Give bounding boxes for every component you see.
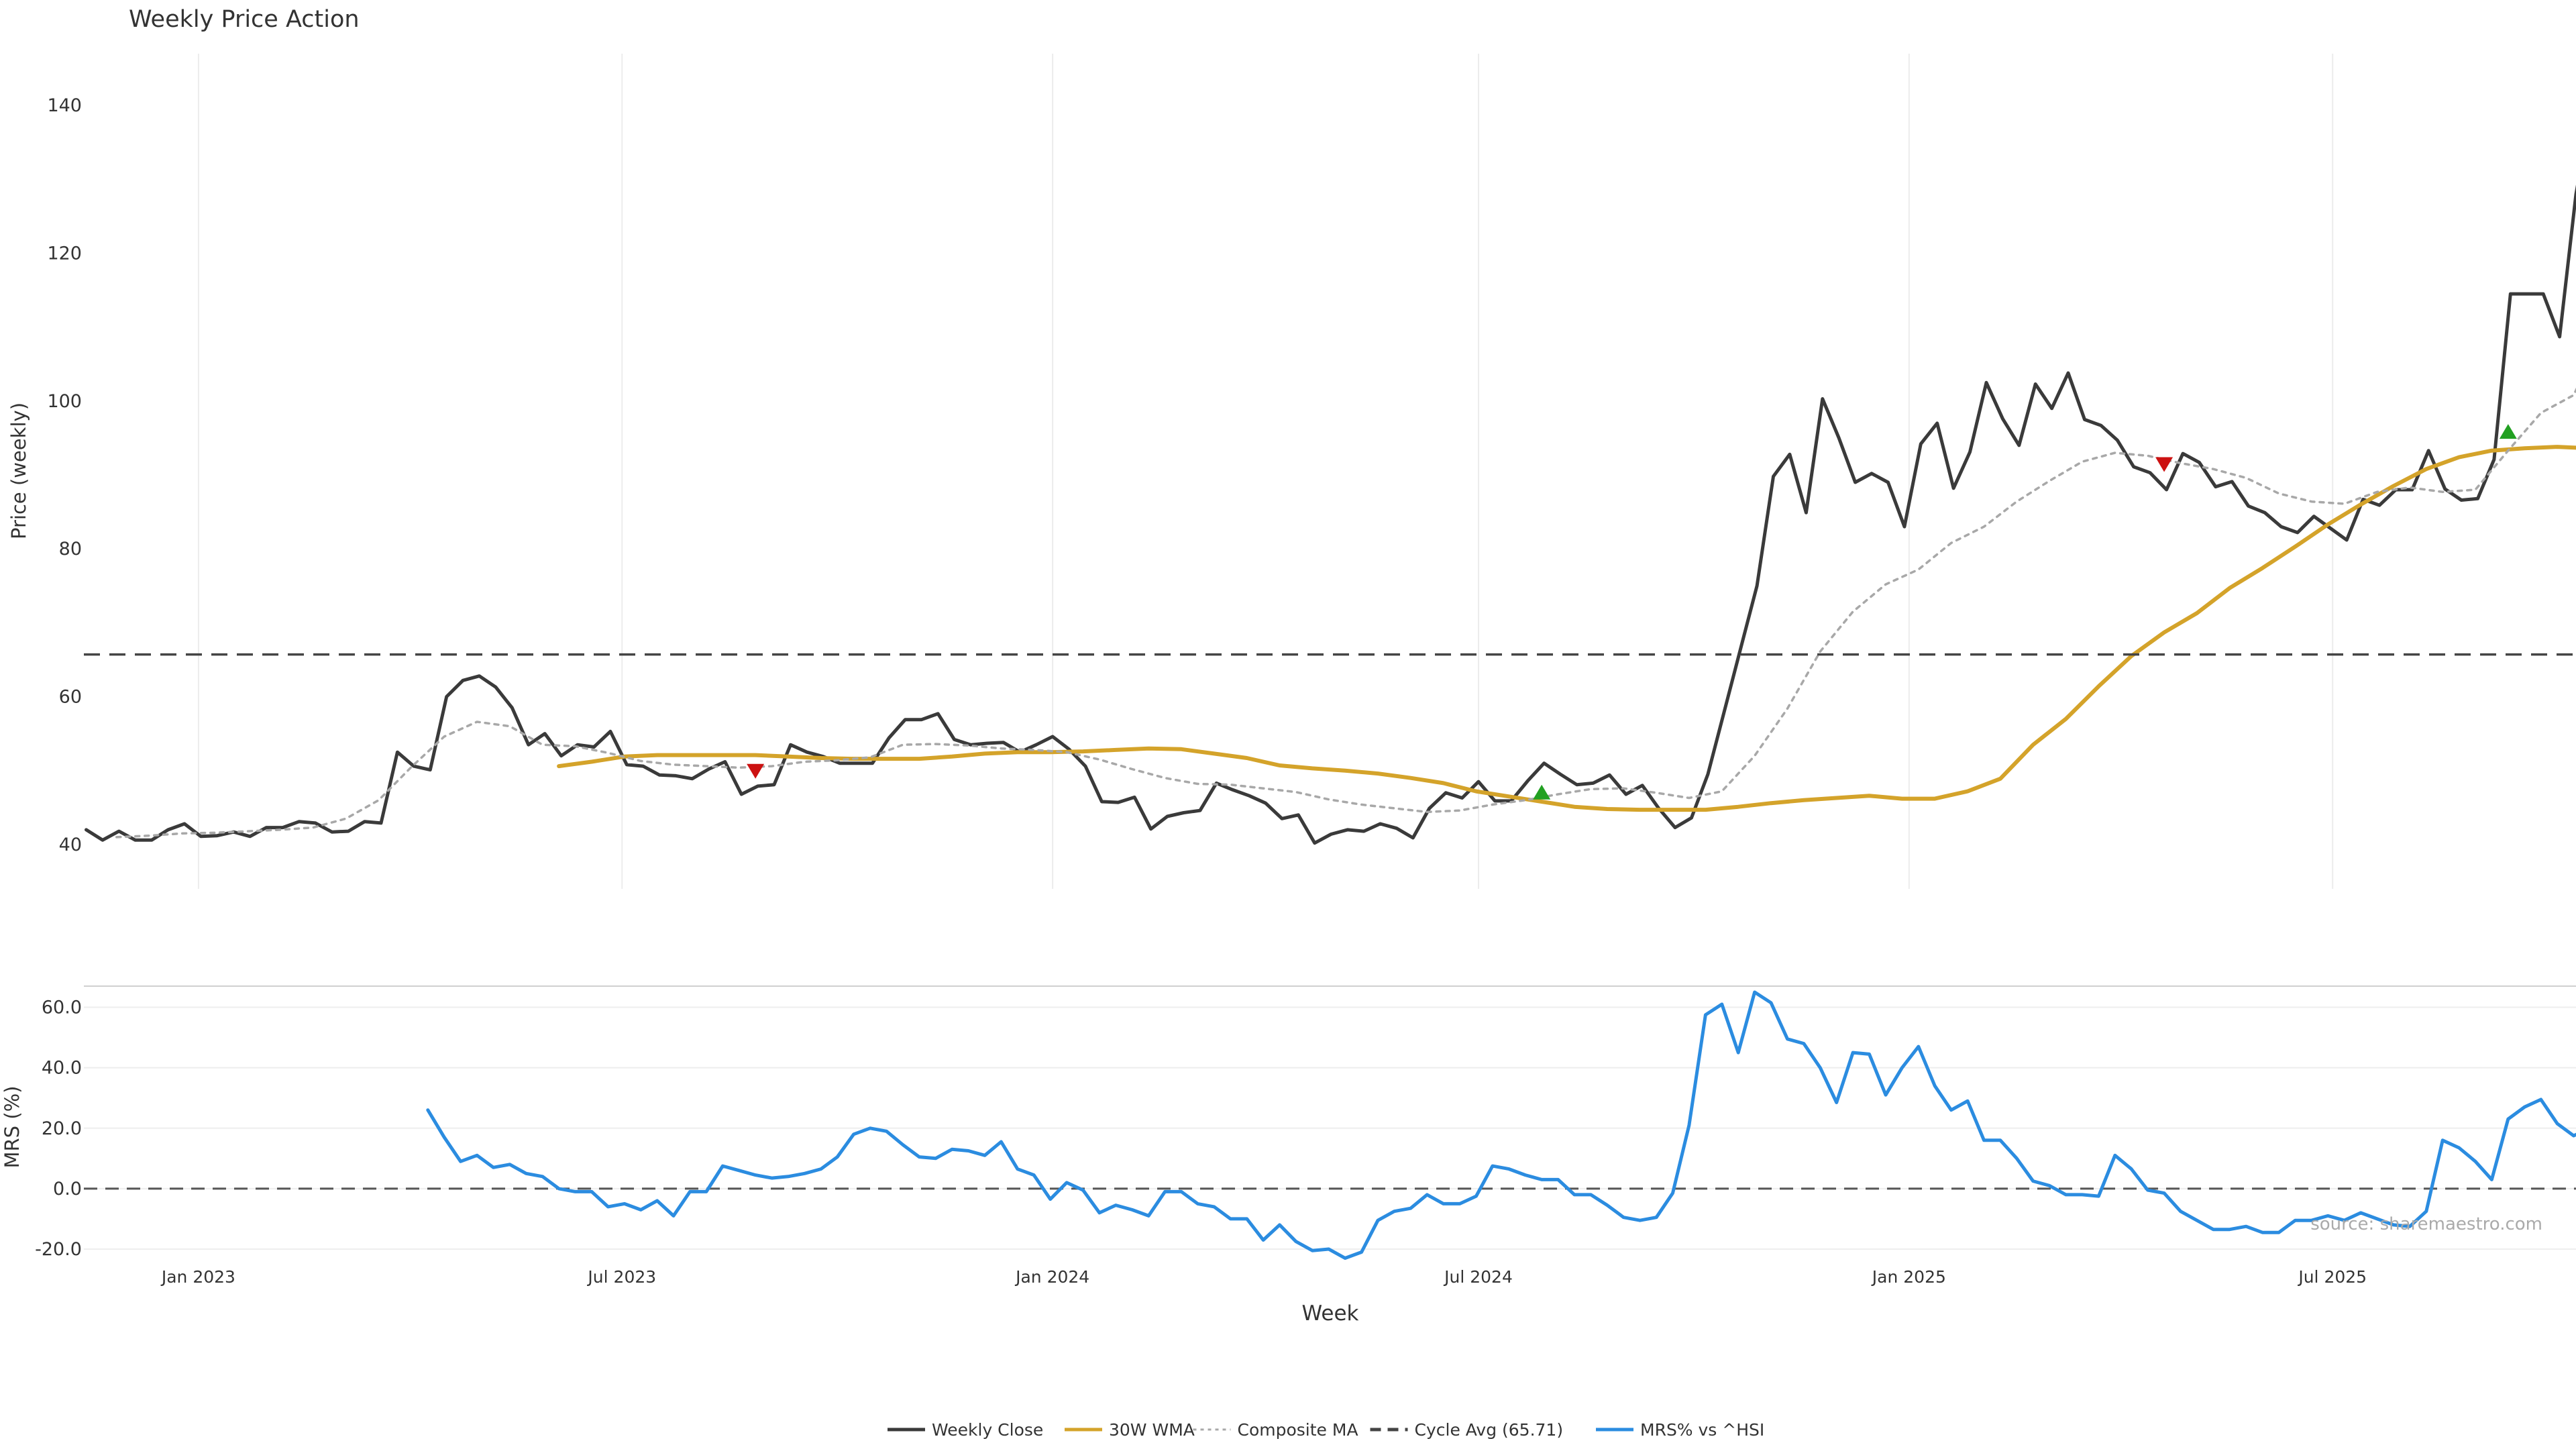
legend-label: MRS% vs ^HSI (1640, 1420, 1764, 1440)
x-tick-label: Jul 2024 (1443, 1267, 1513, 1287)
buy-signal-marker (2499, 424, 2517, 439)
mrs-vs-hsi-line (426, 990, 2576, 1260)
legend-label: Cycle Avg (65.71) (1415, 1420, 1564, 1440)
mrs-y-tick-label: 20.0 (42, 1118, 82, 1139)
price-y-tick-label: 140 (47, 95, 82, 116)
price-y-tick-label: 120 (47, 243, 82, 264)
mrs-y-tick-labels: -20.0 0.0 20.0 40.0 60.0 (35, 998, 82, 1260)
x-tick-label: Jan 2023 (160, 1267, 235, 1287)
mrs-series-group (84, 990, 2576, 1260)
legend-label: Composite MA (1238, 1420, 1358, 1440)
buy-signal-marker (1533, 784, 1551, 800)
legend-label: Weekly Close (932, 1420, 1043, 1440)
sell-signal-marker (747, 763, 765, 779)
x-tick-label: Jan 2024 (1014, 1267, 1089, 1287)
x-tick-label: Jul 2025 (2297, 1267, 2367, 1287)
mrs-y-tick-label: 60.0 (42, 998, 82, 1018)
x-tick-labels: Jan 2023 Jul 2023 Jan 2024 Jul 2024 Jan 2025… (160, 1267, 2367, 1287)
legend-label: 30W WMA (1109, 1420, 1195, 1440)
x-axis-label: Week (1302, 1301, 1359, 1326)
x-tick-label: Jul 2023 (586, 1267, 656, 1287)
price-panel-grid (197, 54, 2334, 889)
chart-title: Weekly Price Action (129, 6, 360, 33)
composite-ma-line (115, 387, 2576, 839)
price-series-group (84, 184, 2576, 845)
price-y-axis-label: Price (weekly) (7, 402, 30, 539)
mrs-y-axis-label: MRS (%) (1, 1086, 23, 1169)
source-note: source: sharemaestro.com (2310, 1214, 2542, 1234)
x-tick-label: Jan 2025 (1871, 1267, 1946, 1287)
legend-item: 30W WMA (1065, 1420, 1195, 1440)
weekly-close-line (85, 184, 2576, 845)
mrs-y-tick-label: 0.0 (53, 1179, 82, 1199)
mrs-y-tick-label: -20.0 (35, 1239, 82, 1260)
price-y-tick-label: 100 (47, 391, 82, 412)
30w-wma-line (557, 445, 2576, 812)
signal-markers (747, 424, 2517, 800)
price-y-tick-label: 40 (59, 835, 82, 855)
price-y-tick-labels: 40 60 80 100 120 140 (47, 95, 82, 855)
price-y-tick-label: 60 (59, 687, 82, 708)
legend-item: Weekly Close (888, 1420, 1043, 1440)
mrs-panel-grid (84, 1006, 2576, 1250)
legend: Weekly Close 30W WMA Composite MA Cycle Avg… (888, 1420, 1764, 1440)
sell-signal-marker (2155, 457, 2174, 472)
legend-item: Composite MA (1193, 1420, 1358, 1440)
mrs-y-tick-label: 40.0 (42, 1058, 82, 1079)
legend-item: Cycle Avg (65.71) (1370, 1420, 1564, 1440)
price-y-tick-label: 80 (59, 539, 82, 559)
legend-item: MRS% vs ^HSI (1596, 1420, 1764, 1440)
